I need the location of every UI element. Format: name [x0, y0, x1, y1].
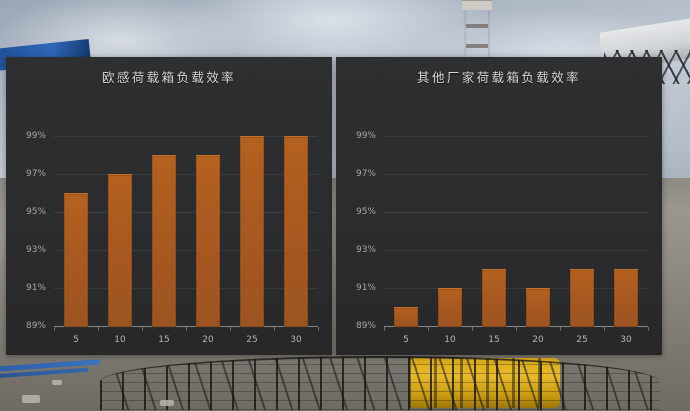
bar-slot[interactable] [142, 118, 186, 327]
y-axis-tick-label: 93% [25, 245, 46, 255]
x-axis-tick-label: 15 [158, 335, 170, 345]
x-axis-tick [142, 327, 143, 331]
y-axis-tick-label: 89% [25, 321, 46, 331]
x-axis-tick [54, 327, 55, 331]
x-axis-tick-label: 15 [488, 335, 500, 345]
bar-30[interactable] [284, 136, 308, 327]
x-axis-tick-label: 10 [114, 335, 126, 345]
plot-area-left: 89% 91% 93% 95% 97% 99% [26, 118, 318, 331]
x-axis-right: 5 10 15 20 25 30 [384, 327, 649, 355]
x-axis-tick [604, 327, 605, 331]
x-axis-tick [230, 327, 231, 331]
x-axis-tick-label: 25 [576, 335, 588, 345]
gridline: 89% [356, 321, 648, 331]
bar-20[interactable] [526, 288, 550, 327]
y-axis-tick-label: 97% [25, 169, 46, 179]
x-axis-left: 5 10 15 20 25 30 [54, 327, 319, 355]
x-axis-tick-label: 25 [246, 335, 258, 345]
gridline: 93% [356, 245, 648, 255]
bar-slot[interactable] [560, 118, 604, 327]
y-axis-tick-label: 93% [355, 245, 376, 255]
bar-30[interactable] [614, 269, 638, 327]
x-axis-tick-label: 30 [620, 335, 632, 345]
gridline: 91% [356, 283, 648, 293]
gridline: 95% [26, 207, 318, 217]
bar-10[interactable] [438, 288, 462, 327]
bar-25[interactable] [240, 136, 264, 327]
rebar-cage [100, 356, 660, 410]
bar-slot[interactable] [472, 118, 516, 327]
chimney-band [466, 24, 488, 28]
chart-title-right: 其他厂家荷载箱负载效率 [417, 70, 581, 85]
y-axis-tick-label: 91% [355, 283, 376, 293]
y-axis-tick-label: 91% [25, 283, 46, 293]
x-axis-tick-label: 20 [532, 335, 544, 345]
plot-area-right: 89% 91% 93% 95% 97% 99% [356, 118, 648, 331]
chimney-band [466, 44, 488, 48]
x-axis-tick-label: 20 [202, 335, 214, 345]
x-axis-tick [428, 327, 429, 331]
x-axis-tick-label: 5 [73, 335, 79, 345]
y-axis-tick-label: 97% [355, 169, 376, 179]
bar-slot[interactable] [230, 118, 274, 327]
x-axis-tick [384, 327, 385, 331]
gridline: 97% [356, 169, 648, 179]
gridline: 91% [26, 283, 318, 293]
y-axis-tick-label: 95% [25, 207, 46, 217]
gridline: 97% [26, 169, 318, 179]
bar-slot[interactable] [604, 118, 648, 327]
gridline: 89% [26, 321, 318, 331]
bar-20[interactable] [196, 155, 220, 327]
bar-15[interactable] [482, 269, 506, 327]
x-axis-tick [98, 327, 99, 331]
x-axis-tick-label: 10 [444, 335, 456, 345]
x-axis-tick [274, 327, 275, 331]
bar-slot[interactable] [428, 118, 472, 327]
x-axis-tick-label: 5 [403, 335, 409, 345]
x-axis-tick [648, 327, 649, 331]
bar-series-right [384, 118, 648, 327]
chart-panel-right: 其他厂家荷载箱负载效率 89% 91% 93% 95% 97% 99% 5 10 15 20 25… [336, 57, 662, 355]
chart-panel-left: 欧感荷载箱负载效率 89% 91% 93% 95% 97% 99% 5 10 15 20 25 30 [6, 57, 332, 355]
bar-slot[interactable] [384, 118, 428, 327]
x-axis-tick-label: 30 [290, 335, 302, 345]
debris [160, 400, 174, 406]
y-axis-tick-label: 99% [25, 131, 46, 141]
bar-5[interactable] [394, 307, 418, 327]
x-axis-tick [472, 327, 473, 331]
bar-10[interactable] [108, 174, 132, 327]
bar-slot[interactable] [54, 118, 98, 327]
y-axis-tick-label: 89% [355, 321, 376, 331]
x-axis-tick [516, 327, 517, 331]
bar-25[interactable] [570, 269, 594, 327]
debris [52, 380, 62, 385]
bar-slot[interactable] [98, 118, 142, 327]
gridline: 93% [26, 245, 318, 255]
debris [22, 395, 40, 403]
bar-slot[interactable] [516, 118, 560, 327]
bar-5[interactable] [64, 193, 88, 327]
gridline: 95% [356, 207, 648, 217]
bar-15[interactable] [152, 155, 176, 327]
gridline: 99% [356, 131, 648, 141]
chart-panel-group: 欧感荷载箱负载效率 89% 91% 93% 95% 97% 99% 5 10 15 20 25 30… [6, 57, 662, 355]
x-axis-tick [318, 327, 319, 331]
bar-slot[interactable] [186, 118, 230, 327]
x-axis-tick [560, 327, 561, 331]
chart-title-left: 欧感荷载箱负载效率 [101, 70, 237, 85]
bar-series-left [54, 118, 318, 327]
gridline: 99% [26, 131, 318, 141]
y-axis-tick-label: 99% [355, 131, 376, 141]
bar-slot[interactable] [274, 118, 318, 327]
x-axis-tick [186, 327, 187, 331]
y-axis-tick-label: 95% [355, 207, 376, 217]
